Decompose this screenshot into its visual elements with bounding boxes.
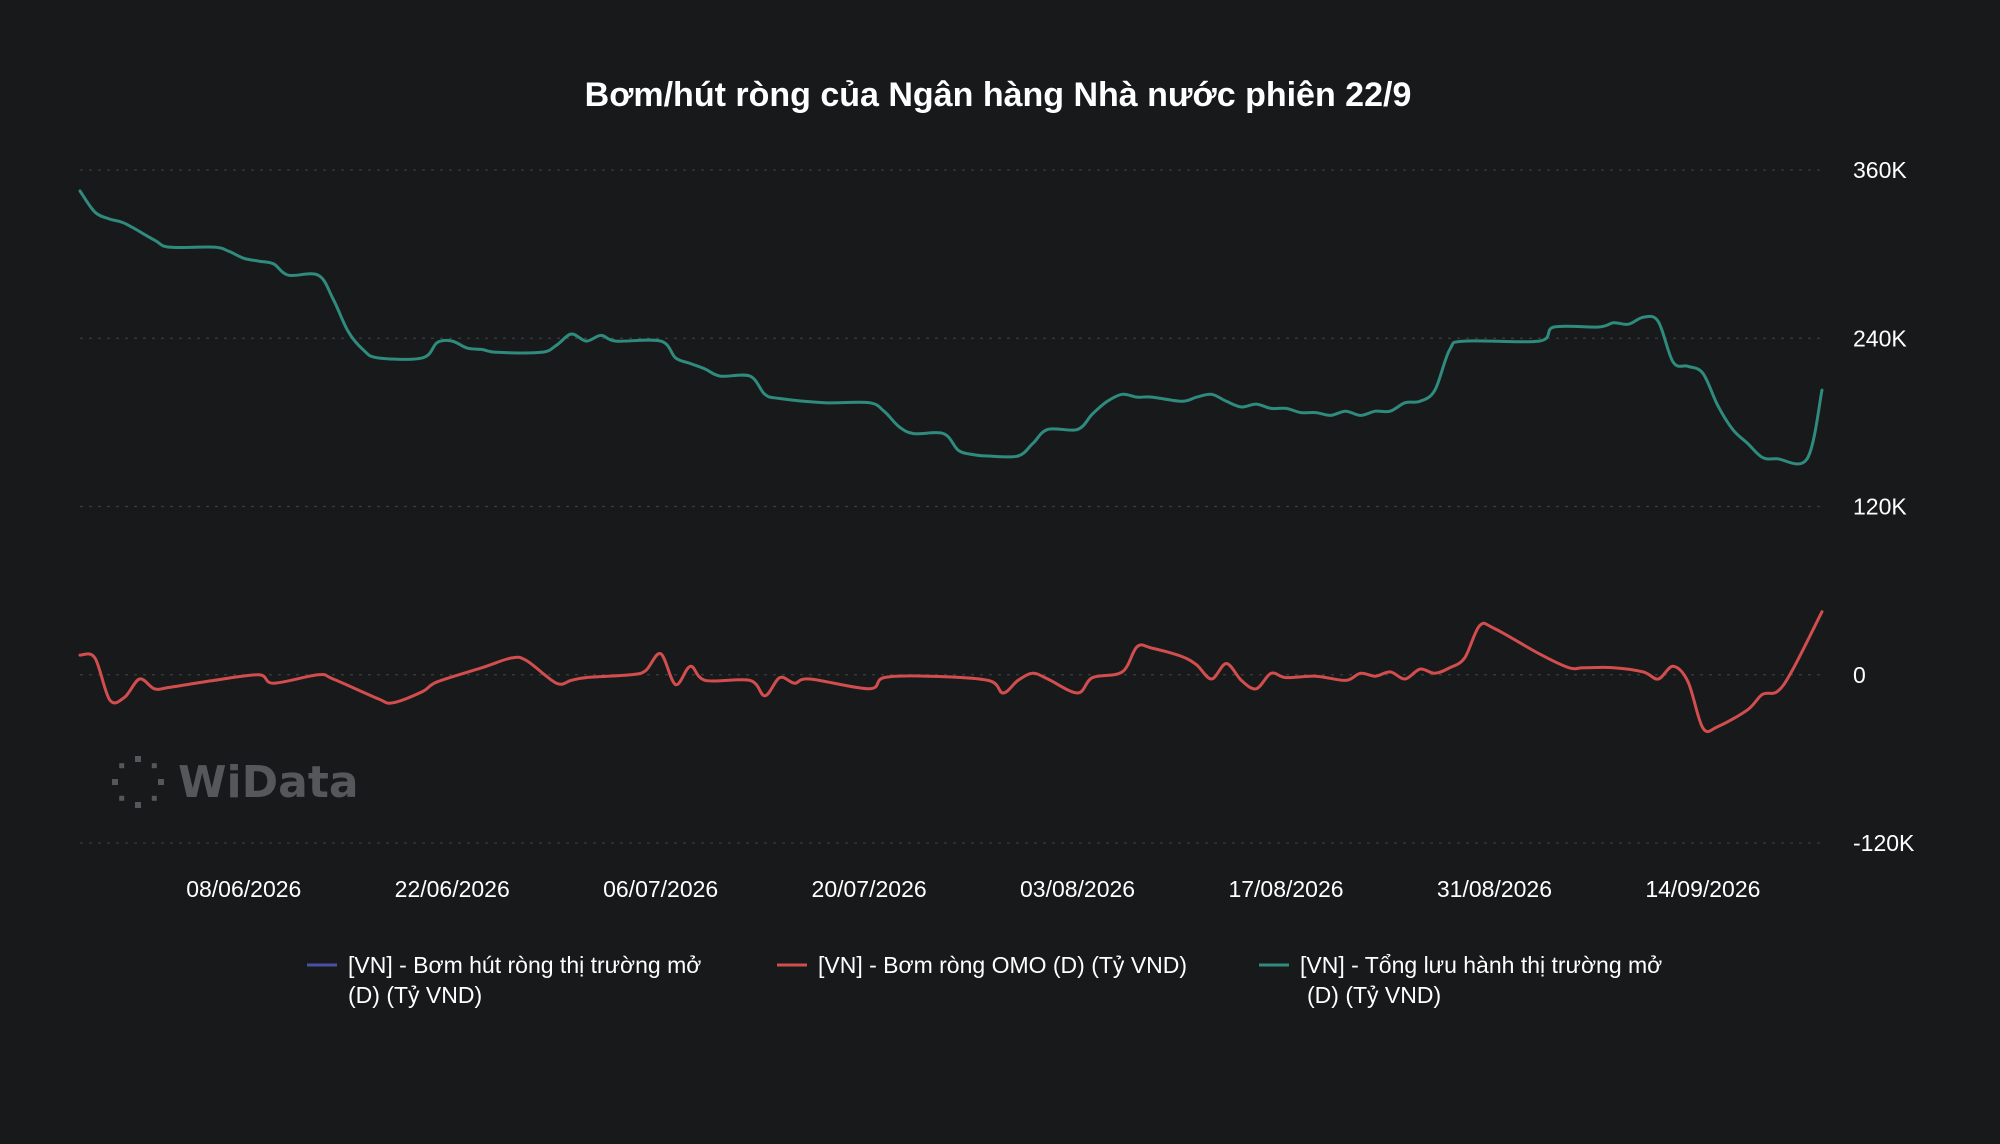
legend-label: [VN] - Bơm ròng OMO (D) (Tỷ VND) xyxy=(818,952,1187,978)
x-tick-label: 20/07/2026 xyxy=(812,876,927,902)
logo-dot xyxy=(112,779,118,785)
logo-dot xyxy=(119,763,125,769)
logo-dot xyxy=(135,756,141,762)
plot-area xyxy=(78,189,1824,734)
y-tick-label: 0 xyxy=(1853,662,1866,688)
x-tick-label: 22/06/2026 xyxy=(395,876,510,902)
series-net-omo-line xyxy=(78,610,1824,734)
legend-item[interactable]: [VN] - Bơm hút ròng thị trường mở (D) (Tỷ… xyxy=(307,952,701,1008)
x-tick-label: 14/09/2026 xyxy=(1645,876,1760,902)
y-tick-label: -120K xyxy=(1853,830,1915,856)
series-total-outstanding-line xyxy=(78,189,1824,466)
y-tick-label: 360K xyxy=(1853,157,1907,183)
watermark-text: WiData xyxy=(178,757,359,808)
y-tick-label: 120K xyxy=(1853,494,1907,520)
legend-label: [VN] - Tổng lưu hành thị trường mở xyxy=(1300,952,1662,978)
x-tick-label: 06/07/2026 xyxy=(603,876,718,902)
x-tick-label: 17/08/2026 xyxy=(1228,876,1343,902)
x-tick-label: 31/08/2026 xyxy=(1437,876,1552,902)
y-tick-label: 240K xyxy=(1853,325,1907,351)
x-tick-label: 08/06/2026 xyxy=(186,876,301,902)
widata-logo-icon xyxy=(112,756,164,808)
logo-dot xyxy=(151,795,157,801)
legend-label: (D) (Tỷ VND) xyxy=(348,982,482,1008)
legend-label: (D) (Tỷ VND) xyxy=(1307,982,1441,1008)
legend-item[interactable]: [VN] - Tổng lưu hành thị trường mở (D) (T… xyxy=(1259,952,1662,1008)
x-tick-label: 03/08/2026 xyxy=(1020,876,1135,902)
y-axis: 360K 240K 120K 0 -120K xyxy=(1853,157,1915,856)
grid xyxy=(80,169,1820,844)
x-axis: 08/06/2026 22/06/2026 06/07/2026 20/07/2026… xyxy=(186,876,1760,902)
logo-dot xyxy=(135,802,141,808)
legend: [VN] - Bơm hút ròng thị trường mở (D) (Tỷ… xyxy=(307,952,1662,1008)
chart-title: Bơm/hút ròng của Ngân hàng Nhà nước phiê… xyxy=(585,76,1412,114)
watermark: WiData xyxy=(112,756,359,808)
legend-item[interactable]: [VN] - Bơm ròng OMO (D) (Tỷ VND) xyxy=(777,952,1187,978)
logo-dot xyxy=(119,795,125,801)
logo-dot xyxy=(151,763,157,769)
legend-label: [VN] - Bơm hút ròng thị trường mở xyxy=(348,952,701,978)
logo-dot xyxy=(158,779,164,785)
